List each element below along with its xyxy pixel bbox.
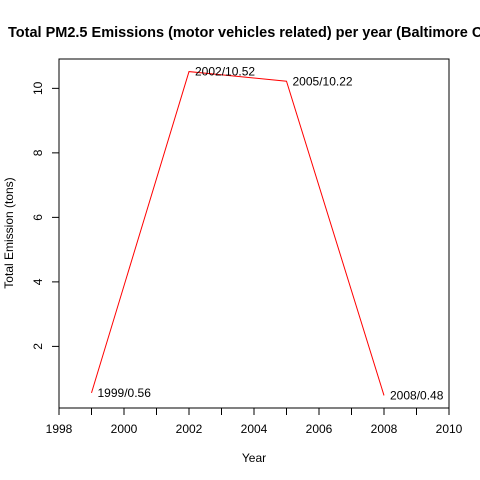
x-axis-label: Year	[242, 451, 266, 465]
y-tick-label: 10	[31, 81, 45, 95]
chart-title: Total PM2.5 Emissions (motor vehicles re…	[8, 25, 480, 41]
x-tick-label: 1998	[46, 422, 73, 436]
data-labels: 1999/0.56 2002/10.52 2005/10.22 2008/0.48	[98, 65, 444, 403]
x-axis: 1998 2000 2002 2004 2006 2008 2010	[46, 408, 463, 436]
data-label: 2008/0.48	[390, 388, 444, 402]
x-tick-label: 2008	[371, 422, 398, 436]
x-tick-label: 2002	[176, 422, 203, 436]
plot-frame	[58, 58, 450, 409]
x-tick-label: 2000	[111, 422, 138, 436]
x-tick-label: 2004	[241, 422, 268, 436]
y-axis-label: Total Emission (tons)	[2, 177, 16, 288]
data-label: 1999/0.56	[98, 386, 152, 400]
y-tick-label: 4	[31, 278, 45, 285]
y-axis: 2 4 6 8 10	[31, 81, 59, 350]
y-tick-label: 6	[31, 214, 45, 221]
data-label: 2002/10.52	[195, 65, 255, 79]
series-line	[91, 71, 385, 396]
x-tick-label: 2006	[306, 422, 333, 436]
x-tick-label: 2010	[436, 422, 463, 436]
y-tick-label: 8	[31, 149, 45, 156]
data-label: 2005/10.22	[293, 74, 353, 88]
y-tick-label: 2	[31, 343, 45, 350]
series-emissions	[91, 71, 385, 396]
